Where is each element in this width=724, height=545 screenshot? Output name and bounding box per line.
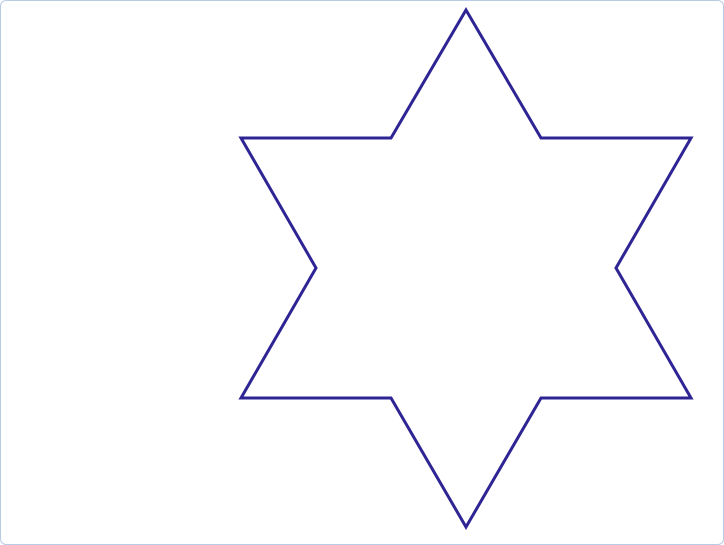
star-outline — [238, 7, 694, 530]
